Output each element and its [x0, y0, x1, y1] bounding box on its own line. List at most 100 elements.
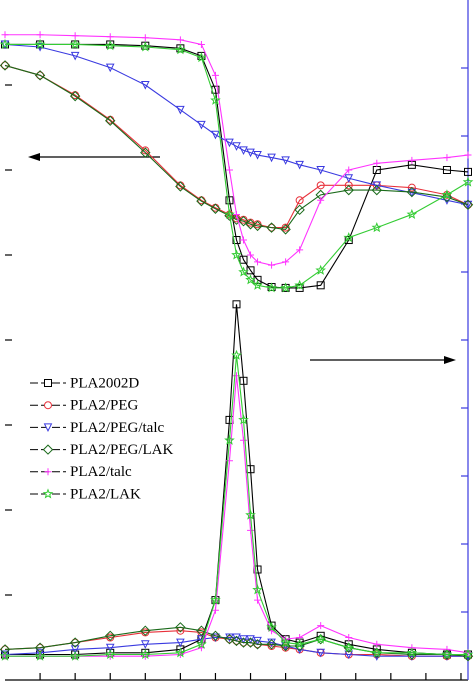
marker — [140, 147, 151, 158]
marker — [315, 264, 326, 275]
marker — [245, 637, 256, 648]
marker — [140, 81, 150, 90]
marker — [197, 120, 206, 130]
marker — [231, 635, 242, 647]
marker — [253, 275, 262, 284]
marker — [464, 151, 472, 159]
marker — [210, 594, 221, 605]
marker — [141, 146, 150, 155]
marker — [253, 151, 262, 160]
marker — [196, 625, 207, 636]
marker — [196, 638, 207, 649]
marker — [225, 138, 234, 148]
marker — [408, 156, 416, 164]
marker — [224, 208, 235, 219]
marker — [197, 40, 205, 48]
series-line — [5, 43, 469, 289]
marker — [239, 146, 248, 156]
marker — [69, 38, 81, 49]
marker — [406, 186, 418, 198]
marker — [141, 34, 149, 42]
marker — [176, 638, 185, 648]
marker — [105, 630, 116, 642]
marker — [139, 41, 151, 52]
marker — [317, 622, 325, 630]
marker — [281, 223, 290, 232]
marker — [373, 159, 381, 167]
marker — [34, 38, 46, 49]
series-line — [4, 43, 469, 206]
marker — [371, 222, 383, 233]
marker — [266, 222, 277, 233]
legend-label: PLA2/talc — [70, 464, 132, 480]
marker — [464, 167, 472, 176]
marker — [254, 258, 262, 266]
marker — [266, 639, 277, 650]
marker — [247, 526, 255, 534]
marker — [0, 60, 11, 71]
marker — [175, 647, 186, 658]
marker — [268, 261, 276, 269]
marker — [344, 650, 354, 660]
marker — [462, 199, 474, 210]
marker — [175, 181, 186, 192]
marker — [344, 236, 353, 245]
marker — [233, 210, 240, 218]
marker — [36, 71, 45, 80]
marker — [343, 184, 354, 196]
marker — [104, 648, 116, 660]
marker — [196, 195, 207, 207]
marker — [71, 32, 79, 40]
marker — [224, 633, 235, 645]
marker — [295, 196, 304, 205]
marker — [316, 166, 325, 175]
marker — [280, 282, 291, 293]
marker — [462, 176, 474, 187]
marker — [232, 300, 241, 309]
marker — [245, 219, 256, 230]
legend-label: PLA2/LAK — [70, 486, 141, 502]
marker — [281, 156, 290, 165]
marker — [225, 196, 234, 205]
marker — [240, 236, 248, 244]
marker — [69, 90, 81, 102]
marker — [224, 434, 235, 445]
marker — [139, 648, 151, 660]
marker — [35, 648, 45, 658]
left-arrow — [28, 153, 160, 161]
marker — [315, 633, 326, 644]
marker — [252, 639, 263, 650]
marker — [254, 596, 262, 604]
marker — [441, 191, 453, 203]
marker — [238, 266, 249, 277]
marker — [316, 648, 325, 658]
marker — [463, 200, 473, 210]
marker — [231, 249, 242, 260]
marker — [280, 637, 291, 648]
marker — [280, 640, 291, 652]
marker — [316, 281, 325, 290]
marker — [176, 105, 185, 115]
marker — [231, 349, 242, 360]
marker — [245, 509, 256, 520]
legend-label: PLA2/PEG/LAK — [70, 442, 174, 458]
marker — [210, 94, 221, 105]
legend-label: PLA2/PEG — [70, 398, 139, 414]
marker — [211, 71, 219, 79]
marker — [294, 204, 305, 216]
legend-label: PLA2002D — [70, 375, 139, 391]
marker — [34, 70, 46, 81]
marker — [238, 414, 249, 425]
marker — [211, 633, 220, 643]
marker — [211, 130, 220, 140]
marker — [343, 642, 355, 653]
marker — [296, 246, 304, 254]
marker — [42, 444, 54, 455]
marker — [1, 61, 9, 70]
marker — [176, 36, 184, 44]
marker — [345, 634, 353, 641]
marker — [442, 166, 451, 174]
marker — [295, 160, 304, 170]
marker — [44, 468, 52, 476]
marker — [232, 142, 241, 151]
